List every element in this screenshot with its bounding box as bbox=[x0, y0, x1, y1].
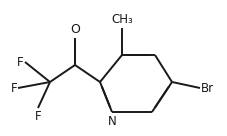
Text: CH₃: CH₃ bbox=[111, 13, 133, 26]
Text: Br: Br bbox=[201, 81, 214, 95]
Text: F: F bbox=[17, 55, 24, 69]
Text: N: N bbox=[108, 115, 116, 128]
Text: O: O bbox=[70, 23, 80, 36]
Text: F: F bbox=[10, 81, 17, 95]
Text: F: F bbox=[35, 110, 41, 123]
